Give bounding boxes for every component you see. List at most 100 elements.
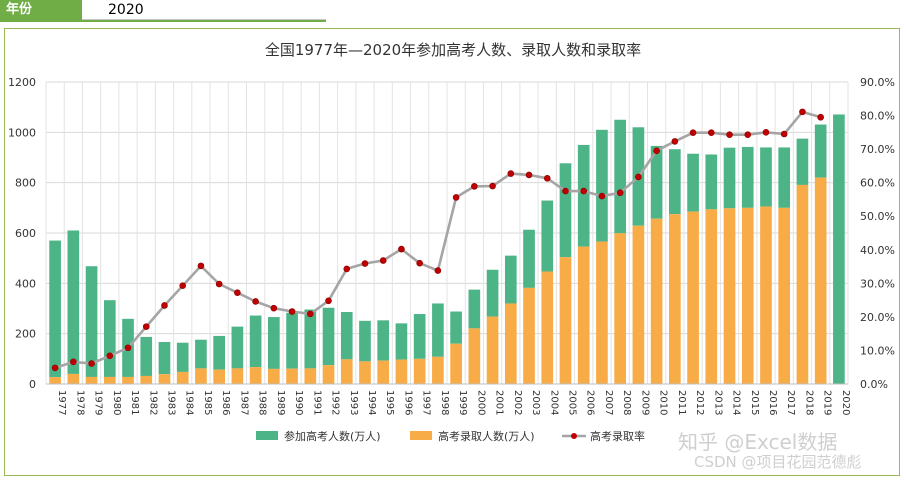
bar-admitted — [158, 374, 171, 384]
rate-point — [434, 267, 442, 274]
bar-applicants — [395, 323, 408, 360]
y2-tick-label: 60.0% — [860, 177, 895, 190]
bar-applicants — [249, 315, 262, 368]
bar-applicants — [140, 336, 153, 376]
rate-point — [270, 304, 278, 312]
bar-admitted — [304, 368, 317, 384]
rate-point — [598, 192, 606, 200]
header-rule — [0, 20, 326, 22]
bar-admitted — [541, 271, 554, 384]
bar-admitted — [796, 184, 809, 384]
rate-point — [635, 173, 642, 181]
x-tick-label: 1995 — [384, 390, 395, 415]
rate-point — [215, 280, 223, 288]
bar-applicants — [614, 119, 626, 234]
x-tick-label: 1978 — [74, 390, 85, 415]
x-tick-label: 2004 — [548, 390, 559, 415]
bar-admitted — [596, 241, 608, 384]
bar-admitted — [140, 375, 153, 384]
x-tick-label: 1979 — [93, 390, 104, 415]
bar-admitted — [669, 214, 681, 384]
rate-point — [197, 262, 205, 270]
legend-swatch-marker — [571, 433, 577, 439]
gridlines — [45, 81, 849, 385]
legend: 参加高考人数(万人) 高考录取人数(万人) 高考录取率 — [256, 429, 645, 443]
bar-applicants — [741, 146, 754, 208]
rate-point — [306, 310, 314, 318]
chart-frame[interactable] — [4, 28, 900, 476]
rate-point — [398, 245, 405, 253]
bar-admitted — [432, 356, 444, 384]
bar-applicants — [541, 200, 554, 272]
bar-applicants — [669, 149, 681, 215]
year-value[interactable]: 2020 — [82, 0, 326, 20]
y-tick-label: 400 — [15, 277, 36, 290]
rate-point — [489, 182, 496, 190]
legend-swatch — [256, 431, 278, 440]
watermark-zhihu: 知乎 @Excel数据 — [678, 430, 838, 454]
rate-point — [88, 360, 95, 367]
x-tick-label: 1989 — [275, 390, 286, 415]
legend-label: 参加高考人数(万人) — [284, 429, 381, 443]
bar-applicants — [213, 335, 225, 370]
axes: 0 200 400 600 800 1000 1200 0.0% 10.0% 20.0% 30.0%… — [8, 76, 895, 415]
bar-admitted — [577, 246, 590, 384]
x-tick-label: 1997 — [421, 390, 432, 415]
x-tick-label: 1981 — [129, 390, 140, 415]
rate-point — [616, 189, 624, 197]
x-tick-label: 1984 — [184, 390, 195, 415]
y2-tick-label: 20.0% — [860, 311, 895, 324]
bar-applicants — [268, 317, 280, 369]
bars — [49, 114, 845, 384]
x-tick-label: 2013 — [712, 390, 723, 415]
x-tick-label: 2007 — [603, 390, 614, 415]
bar-applicants — [650, 145, 663, 219]
bar-admitted — [176, 371, 189, 384]
bar-admitted — [377, 360, 390, 384]
rate-line — [51, 108, 824, 372]
x-tick-label: 2003 — [530, 390, 541, 415]
top-bar: 年份 2020 — [0, 0, 906, 22]
bar-applicants — [195, 339, 207, 369]
x-tick-label: 1983 — [165, 390, 176, 415]
bar-applicants — [450, 311, 462, 344]
y2-tick-label: 30.0% — [860, 277, 895, 290]
y2-tick-label: 10.0% — [860, 344, 895, 357]
rate-point — [689, 129, 697, 136]
y2-tick-label: 90.0% — [860, 76, 895, 89]
rate-point — [562, 187, 569, 195]
bar-applicants — [304, 309, 317, 369]
bar-admitted — [122, 376, 134, 384]
bar-admitted — [559, 257, 572, 384]
bar-applicants — [705, 154, 718, 210]
rate-point — [817, 113, 824, 121]
bar-admitted — [249, 367, 262, 384]
x-tick-label: 2015 — [749, 390, 760, 415]
x-tick-label: 1980 — [111, 390, 122, 415]
rate-point — [416, 259, 423, 267]
bar-applicants — [340, 312, 353, 360]
bar-admitted — [67, 373, 80, 384]
x-tick-label: 1987 — [238, 390, 249, 415]
legend-swatch — [410, 431, 432, 440]
bar-applicants — [760, 147, 772, 207]
bar-applicants — [158, 341, 171, 375]
y-tick-label: 200 — [15, 328, 36, 341]
bar-admitted — [632, 225, 645, 384]
bar-admitted — [103, 376, 116, 384]
y2-tick-label: 40.0% — [860, 244, 895, 257]
rate-point — [580, 187, 588, 195]
rate-point — [124, 344, 132, 352]
rate-point — [51, 364, 59, 372]
y-tick-label: 1000 — [8, 126, 36, 139]
bar-applicants — [67, 230, 80, 374]
rate-point — [471, 183, 478, 190]
x-tick-label: 2019 — [822, 390, 833, 415]
rate-point — [379, 257, 387, 264]
bar-applicants — [523, 229, 535, 288]
y-tick-label: 800 — [15, 177, 36, 190]
bar-admitted — [687, 211, 699, 384]
x-tick-label: 2005 — [566, 390, 577, 415]
bar-admitted — [650, 218, 663, 384]
